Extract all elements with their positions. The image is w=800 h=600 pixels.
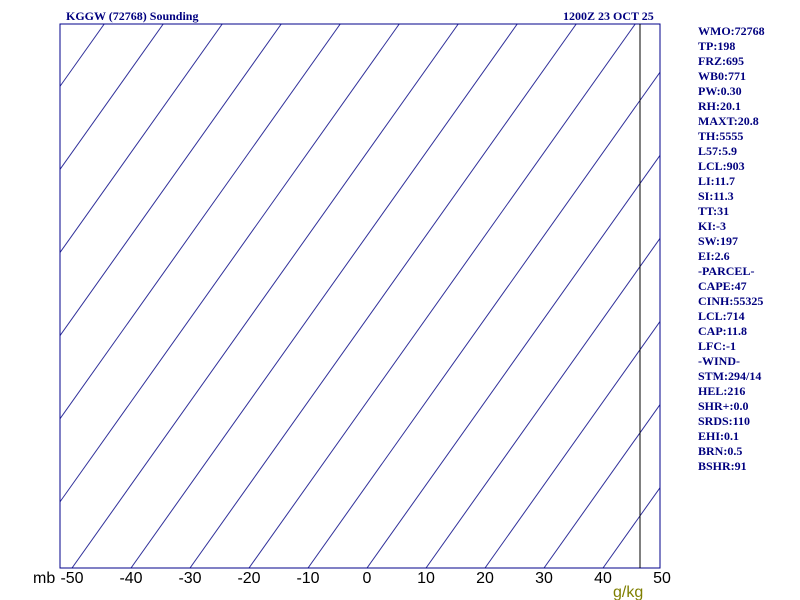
stability-index-item: WB0:771 xyxy=(698,69,746,83)
isotherm-lines xyxy=(0,24,660,568)
temperature-tick-label: 20 xyxy=(476,570,494,587)
stability-index-item: SHR+:0.0 xyxy=(698,399,749,413)
chart-title: KGGW (72768) Sounding xyxy=(66,9,198,23)
chart-time: 1200Z 23 OCT 25 xyxy=(563,9,654,23)
stability-index-item: -WIND- xyxy=(698,354,740,368)
stability-index-item: FRZ:695 xyxy=(698,54,744,68)
stability-index-item: LFC:-1 xyxy=(698,339,736,353)
stability-index-item: EHI:0.1 xyxy=(698,429,739,443)
stability-index-item: CAPE:47 xyxy=(698,279,747,293)
isotherm-line xyxy=(71,24,459,568)
temperature-tick-label: 30 xyxy=(535,570,553,587)
isotherm-line xyxy=(60,24,400,503)
stability-index-item: WMO:72768 xyxy=(698,24,765,38)
temperature-tick-label: -10 xyxy=(296,570,319,587)
temperature-tick-label: 50 xyxy=(653,570,671,587)
temperature-tick-label: 0 xyxy=(363,570,372,587)
temperature-tick-label: -40 xyxy=(119,570,142,587)
axis-labels: 1002003004005006007008009001000-50-40-30… xyxy=(60,570,671,587)
isotherm-line xyxy=(307,71,660,568)
stability-index-item: EI:2.6 xyxy=(698,249,730,263)
stability-index-item: BSHR:91 xyxy=(698,459,747,473)
stability-index-item: MAXT:20.8 xyxy=(698,114,759,128)
stability-index-item: PW:0.30 xyxy=(698,84,742,98)
temperature-tick-label: 40 xyxy=(594,570,612,587)
stability-index-item: STM:294/14 xyxy=(698,369,761,383)
temperature-tick-label: 10 xyxy=(417,570,435,587)
isotherm-line xyxy=(60,24,164,171)
y-axis-unit-label: mb xyxy=(33,570,55,587)
temperature-tick-label: -20 xyxy=(237,570,260,587)
stability-index-item: CINH:55325 xyxy=(698,294,763,308)
stability-index-item: L57:5.9 xyxy=(698,144,737,158)
isotherm-line xyxy=(60,24,223,254)
stability-index-item: LCL:714 xyxy=(698,309,745,323)
stability-index-item: CAP:11.8 xyxy=(698,324,747,338)
isotherm-line xyxy=(189,24,577,568)
stability-index-item: RH:20.1 xyxy=(698,99,741,113)
stability-indices-panel: WMO:72768TP:198FRZ:695WB0:771PW:0.30RH:2… xyxy=(698,24,765,473)
isotherm-line xyxy=(0,24,45,568)
isotherm-line xyxy=(425,237,660,568)
isotherm-line xyxy=(60,24,282,337)
stability-index-item: TH:5555 xyxy=(698,129,743,143)
isotherm-line xyxy=(130,24,518,568)
stability-index-item: SI:11.3 xyxy=(698,189,734,203)
stability-index-item: TP:198 xyxy=(698,39,735,53)
temperature-tick-label: -50 xyxy=(60,570,83,587)
stability-index-item: BRN:0.5 xyxy=(698,444,742,458)
stability-index-item: KI:-3 xyxy=(698,219,726,233)
stability-index-item: SW:197 xyxy=(698,234,738,248)
stability-index-item: LI:11.7 xyxy=(698,174,735,188)
plot-frame xyxy=(59,23,661,569)
isotherm-line xyxy=(60,24,341,420)
stability-index-item: TT:31 xyxy=(698,204,729,218)
temperature-tick-label: -30 xyxy=(178,570,201,587)
wind-barbs xyxy=(639,24,641,568)
isotherm-line xyxy=(248,24,636,568)
isotherm-line xyxy=(366,154,660,568)
isotherm-line xyxy=(543,403,660,568)
stability-index-item: LCL:903 xyxy=(698,159,745,173)
isotherm-line xyxy=(484,320,660,568)
plot-border xyxy=(59,23,661,569)
stability-index-item: -PARCEL- xyxy=(698,264,754,278)
mixing-ratio-unit-label: g/kg xyxy=(613,584,643,600)
stability-index-item: HEL:216 xyxy=(698,384,745,398)
stability-index-item: SRDS:110 xyxy=(698,414,750,428)
